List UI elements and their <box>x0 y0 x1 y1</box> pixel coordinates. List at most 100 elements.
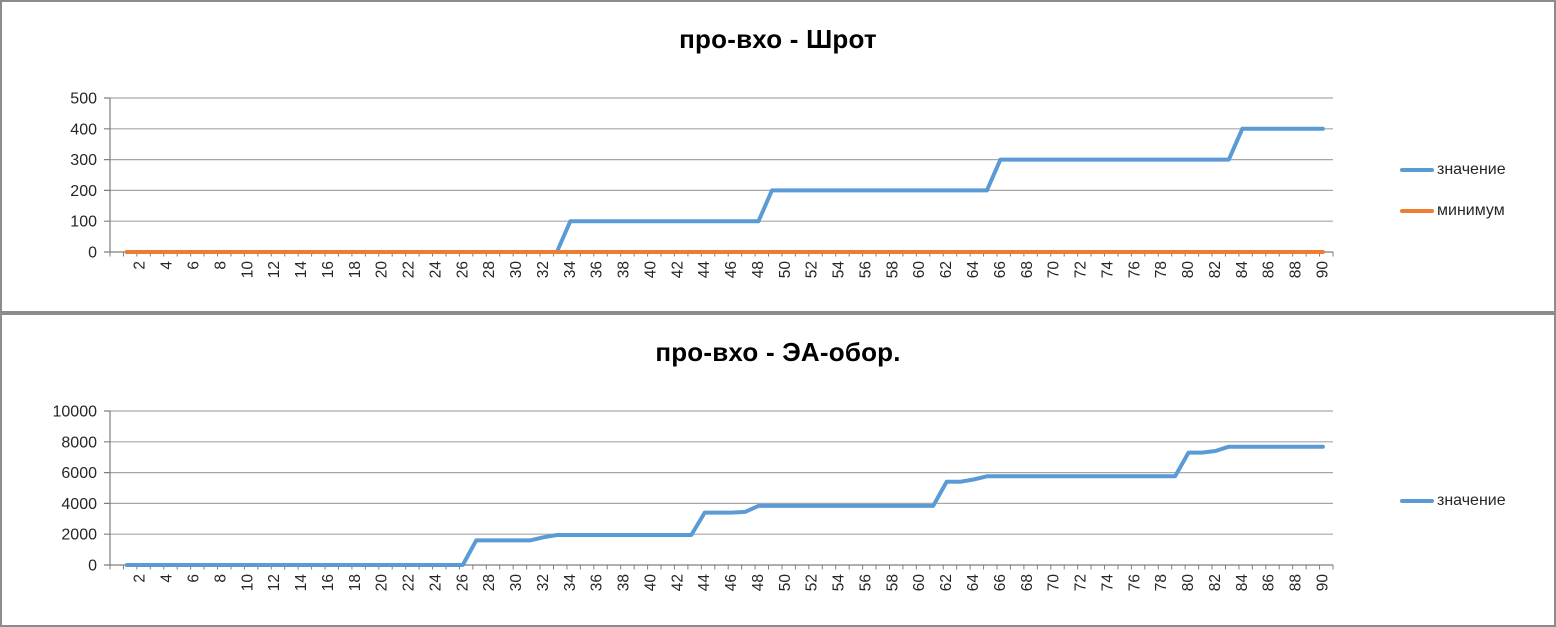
x-axis-label: 46 <box>723 574 740 591</box>
legend-line-swatch <box>1400 168 1434 172</box>
x-axis-label: 40 <box>642 574 659 592</box>
legend-item[interactable]: значение <box>1400 489 1506 513</box>
x-axis-label: 46 <box>723 261 740 278</box>
y-axis-label: 6000 <box>61 465 97 482</box>
x-axis-label: 78 <box>1153 574 1170 591</box>
x-axis-label: 56 <box>857 261 874 278</box>
x-axis-label: 88 <box>1288 261 1305 278</box>
x-axis-label: 44 <box>696 574 713 592</box>
x-axis-label: 52 <box>804 261 821 278</box>
x-axis-label: 8 <box>212 574 229 583</box>
x-axis-label: 22 <box>401 261 418 278</box>
y-tick-marks <box>104 97 110 253</box>
x-axis-label: 2 <box>132 261 149 270</box>
legend-label: значение <box>1437 492 1506 509</box>
x-axis-label: 74 <box>1099 261 1116 279</box>
x-axis-label: 32 <box>535 261 552 278</box>
y-tick-marks <box>104 410 110 566</box>
x-axis-label: 24 <box>427 574 444 592</box>
y-axis-label: 0 <box>88 245 97 262</box>
x-axis-label: 36 <box>589 574 606 591</box>
x-axis-label: 50 <box>777 574 794 592</box>
x-axis-label: 86 <box>1261 574 1278 591</box>
x-axis-label: 16 <box>320 574 337 591</box>
y-axis-label: 200 <box>70 183 97 200</box>
x-axis-label: 84 <box>1234 261 1251 279</box>
x-axis-label: 54 <box>831 261 848 279</box>
x-axis-label: 44 <box>696 261 713 279</box>
x-axis-label: 58 <box>884 574 901 591</box>
x-axis-label: 66 <box>992 574 1009 591</box>
x-axis-label: 38 <box>616 261 633 278</box>
x-axis-label: 90 <box>1314 261 1331 279</box>
x-axis-label: 12 <box>266 261 283 278</box>
x-axis-label: 26 <box>454 261 471 278</box>
x-axis-label: 40 <box>642 261 659 279</box>
legend-line-swatch <box>1400 209 1434 213</box>
x-axis-label: 12 <box>266 574 283 591</box>
legend-item[interactable]: минимум <box>1400 199 1506 223</box>
y-axis-label: 0 <box>88 558 97 575</box>
x-axis-label: 6 <box>185 261 202 270</box>
legend-item[interactable]: значение <box>1400 158 1506 182</box>
legend: значение <box>1400 489 1506 513</box>
x-tick-marks <box>109 252 1334 257</box>
x-axis-label: 64 <box>965 574 982 592</box>
x-axis-label: 20 <box>374 261 391 279</box>
x-axis-label: 60 <box>911 574 928 592</box>
x-axis-label: 18 <box>347 261 364 278</box>
chart-panel-shrot[interactable]: про-вхо - Шрот 0 100 200 300 400 500 2 4 6 8 10 12 1… <box>0 0 1556 313</box>
chart-panel-ea-obor[interactable]: про-вхо - ЭА-обор. 0 2000 4000 6000 8000 1000… <box>0 313 1556 627</box>
x-axis-label: 26 <box>454 574 471 591</box>
x-axis-label: 66 <box>992 261 1009 278</box>
x-axis-label: 70 <box>1046 574 1063 592</box>
x-axis-label: 28 <box>481 261 498 278</box>
x-axis-label: 4 <box>159 261 176 270</box>
x-axis-label: 70 <box>1046 261 1063 279</box>
legend: значение минимум <box>1400 158 1506 223</box>
x-axis-label: 2 <box>132 574 149 583</box>
x-tick-marks <box>109 565 1334 570</box>
x-axis-label: 24 <box>427 261 444 279</box>
x-axis-label: 6 <box>185 574 202 583</box>
chart-title: про-вхо - ЭА-обор. <box>655 337 901 367</box>
x-axis-label: 84 <box>1234 574 1251 592</box>
y-axis-label: 10000 <box>53 404 98 421</box>
x-axis-label: 90 <box>1314 574 1331 592</box>
x-axis-label: 16 <box>320 261 337 278</box>
x-axis-label: 42 <box>669 261 686 278</box>
x-axis-label: 68 <box>1019 261 1036 278</box>
x-axis-label: 20 <box>374 574 391 592</box>
x-axis-label: 48 <box>750 261 767 278</box>
x-axis-label: 54 <box>831 574 848 592</box>
x-axis-label: 50 <box>777 261 794 279</box>
x-axis-label: 52 <box>804 574 821 591</box>
x-axis-label: 80 <box>1180 574 1197 592</box>
x-axis-label: 82 <box>1207 261 1224 278</box>
x-axis-label: 76 <box>1126 261 1143 278</box>
y-axis-label: 500 <box>70 91 97 108</box>
y-axis-label: 2000 <box>61 527 97 544</box>
y-axis-label: 100 <box>70 214 97 231</box>
y-axis-label: 400 <box>70 121 97 138</box>
chart-title: про-вхо - Шрот <box>679 24 877 54</box>
x-axis-label: 10 <box>239 574 256 592</box>
x-axis-label: 88 <box>1288 574 1305 591</box>
x-axis-label: 30 <box>508 574 525 592</box>
series-line-0[interactable] <box>124 444 1325 567</box>
x-axis-label: 86 <box>1261 261 1278 278</box>
x-axis-label: 48 <box>750 574 767 591</box>
y-axis-label: 4000 <box>61 496 97 513</box>
x-axis-label: 72 <box>1073 261 1090 278</box>
x-axis-label: 80 <box>1180 261 1197 279</box>
x-axis-label: 76 <box>1126 574 1143 591</box>
x-axis-label: 4 <box>159 574 176 583</box>
legend-label: значение <box>1437 161 1506 178</box>
x-axis-label: 32 <box>535 574 552 591</box>
x-axis-label: 68 <box>1019 574 1036 591</box>
x-axis-label: 14 <box>293 261 310 279</box>
x-axis-label: 14 <box>293 574 310 592</box>
x-axis-label: 62 <box>938 574 955 591</box>
